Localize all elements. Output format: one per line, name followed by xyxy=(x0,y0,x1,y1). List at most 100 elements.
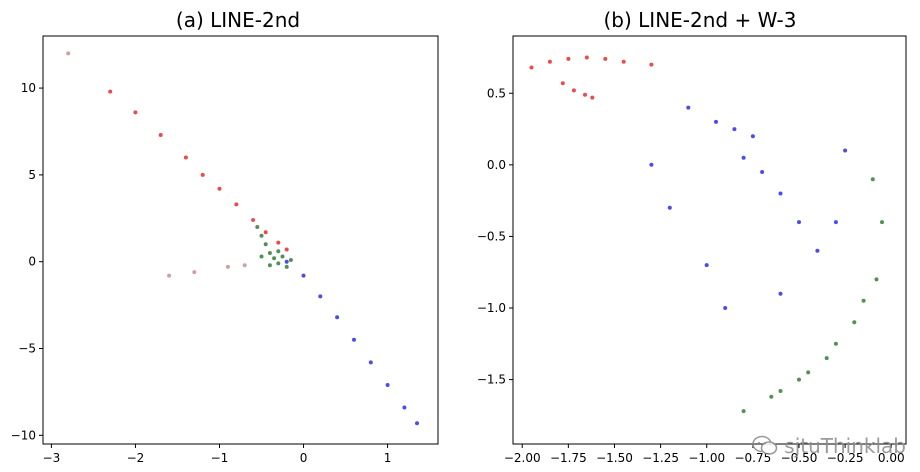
watermark: sjtuThinklab xyxy=(752,434,906,458)
x-tick-label: −1.25 xyxy=(642,451,679,465)
point-s0-0 xyxy=(108,89,113,94)
point-s0-7 xyxy=(583,92,587,97)
point-s2-6 xyxy=(769,394,774,399)
point-s3-1 xyxy=(192,270,197,275)
chart-title-b: (b) LINE-2nd + W-3 xyxy=(604,8,797,32)
y-tick-label: 0 xyxy=(28,255,36,269)
x-tick-label: −0.50 xyxy=(781,451,818,465)
point-s2-10 xyxy=(778,389,783,393)
points-b xyxy=(529,55,884,414)
point-s2-8 xyxy=(415,421,419,426)
point-s1-13 xyxy=(778,291,783,296)
point-s1-12 xyxy=(723,306,728,310)
point-s2-3 xyxy=(335,315,340,320)
point-s2-0 xyxy=(284,259,289,264)
point-s1-4 xyxy=(272,256,277,261)
point-s0-10 xyxy=(284,247,289,252)
point-s2-3 xyxy=(852,320,857,325)
x-tick-label: −2.00 xyxy=(504,451,541,465)
y-tick-label: 0.5 xyxy=(487,86,506,100)
point-s3-0 xyxy=(167,273,172,278)
point-s2-4 xyxy=(352,337,356,342)
y-tick-label: 10 xyxy=(21,81,36,95)
y-ticks-b: 0.5 0.0 −0.5 −1.0 −1.5 xyxy=(477,86,513,387)
point-s1-9 xyxy=(649,162,654,167)
point-s1-10 xyxy=(667,205,672,210)
point-s1-15 xyxy=(843,148,848,153)
chart-title-a: (a) LINE-2nd xyxy=(176,8,300,32)
point-s1-1 xyxy=(259,233,264,238)
point-s0-4 xyxy=(603,56,608,61)
point-s0-8 xyxy=(263,230,268,235)
point-s0-9 xyxy=(621,59,626,64)
x-tick-label: −2 xyxy=(127,451,145,465)
point-s1-8 xyxy=(288,258,293,262)
point-s1-3 xyxy=(267,251,272,255)
point-s1-6 xyxy=(778,191,783,196)
point-s1-5 xyxy=(760,170,765,174)
y-tick-label: −1.5 xyxy=(477,373,506,387)
point-s0-8 xyxy=(590,95,595,100)
point-s1-8 xyxy=(815,248,820,253)
x-tick-label: 0 xyxy=(300,451,308,465)
point-s1-0 xyxy=(686,105,691,110)
point-s0-5 xyxy=(560,81,565,86)
point-s2-1 xyxy=(880,220,884,225)
y-tick-label: −10 xyxy=(11,428,36,442)
x-tick-label: −1.50 xyxy=(596,451,633,465)
point-s3-3 xyxy=(242,263,247,268)
point-s0-1 xyxy=(133,110,138,115)
point-s1-11 xyxy=(704,263,709,268)
point-s1-7 xyxy=(797,220,801,225)
point-s0-4 xyxy=(200,172,205,177)
point-s0-1 xyxy=(547,59,552,64)
point-s2-5 xyxy=(797,377,801,382)
point-s0-6 xyxy=(234,202,239,207)
point-s0-7 xyxy=(251,218,256,222)
point-s2-7 xyxy=(402,405,407,410)
point-s1-2 xyxy=(263,242,268,247)
point-s3-2 xyxy=(225,264,230,269)
y-tick-label: −5 xyxy=(18,342,36,356)
x-tick-label: −0.75 xyxy=(734,451,771,465)
point-s0-2 xyxy=(566,56,571,61)
x-tick-label: −1.00 xyxy=(688,451,725,465)
point-s0-5 xyxy=(217,186,222,191)
point-s1-9 xyxy=(259,254,264,259)
point-s0-9 xyxy=(276,240,281,245)
point-s2-2 xyxy=(874,277,879,282)
point-s1-7 xyxy=(284,264,289,269)
point-s1-2 xyxy=(732,127,737,132)
point-s2-2 xyxy=(318,294,323,299)
y-tick-label: 0.0 xyxy=(487,158,506,172)
plot-frame-b xyxy=(512,35,907,445)
point-s3-4 xyxy=(66,51,71,56)
x-tick-label: −0.25 xyxy=(827,451,864,465)
point-s0-6 xyxy=(571,88,576,93)
wechat-icon xyxy=(752,435,778,455)
point-s0-3 xyxy=(183,155,188,160)
x-ticks-a: −3 −2 −1 0 1 xyxy=(43,444,392,465)
point-s2-0 xyxy=(870,177,875,182)
watermark-text: sjtuThinklab xyxy=(784,434,906,458)
point-s2-5 xyxy=(368,360,373,365)
y-tick-label: −0.5 xyxy=(477,229,506,243)
point-s1-3 xyxy=(750,134,755,139)
point-s2-11 xyxy=(861,298,866,303)
point-s2-7 xyxy=(741,409,746,414)
y-ticks-a: −10 −5 0 5 10 xyxy=(11,81,43,442)
x-ticks-b: −2.00 −1.75 −1.50 −1.25 −1.00 −0.75 −0.50 −0.25… xyxy=(504,444,905,465)
x-tick-label: 1 xyxy=(384,451,392,465)
points-a xyxy=(66,51,419,426)
x-tick-label: −1.75 xyxy=(550,451,587,465)
point-s1-10 xyxy=(267,263,272,268)
y-tick-label: −1.0 xyxy=(477,301,506,315)
point-s1-11 xyxy=(276,249,281,254)
point-s1-4 xyxy=(741,155,746,160)
point-s2-9 xyxy=(806,370,811,375)
point-s1-0 xyxy=(255,225,260,229)
panel-b: (b) LINE-2nd + W-3 −2.00 −1.75 −1.50 −1.25−… xyxy=(477,8,907,465)
plot-frame-a xyxy=(42,35,439,445)
point-s2-1 xyxy=(301,273,306,278)
